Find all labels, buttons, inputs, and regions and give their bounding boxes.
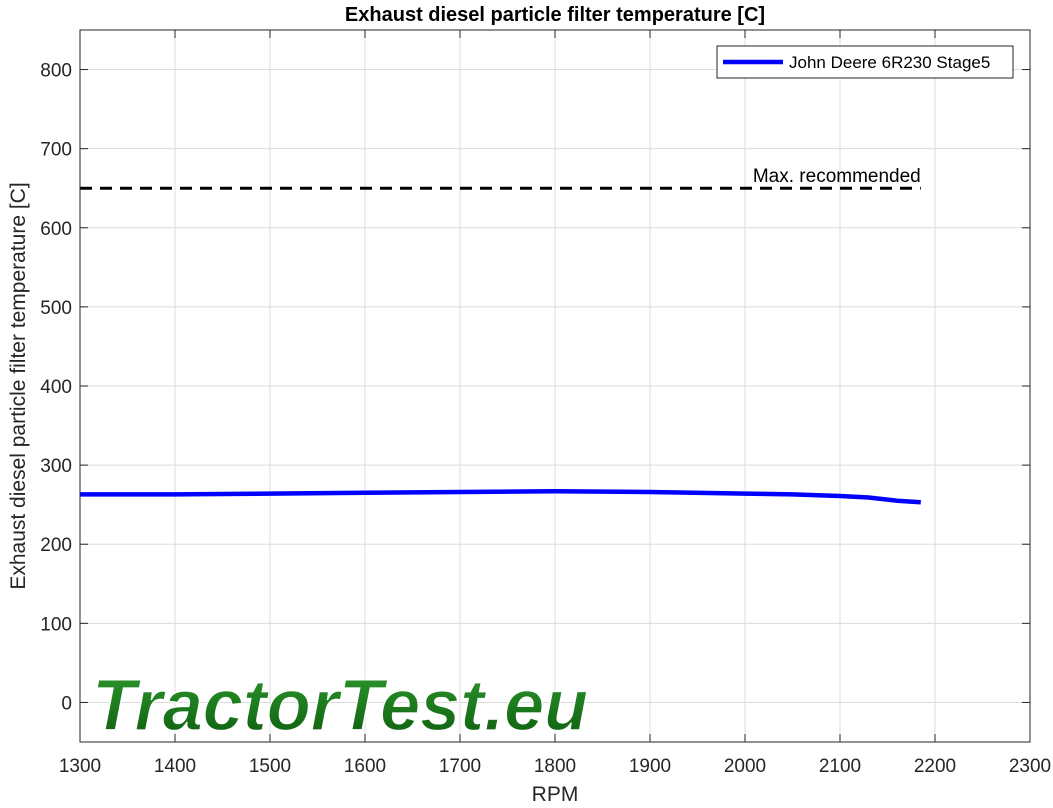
axis-ticks (79, 30, 1031, 742)
series-lines (80, 488, 921, 505)
x-tick-label: 2000 (724, 756, 766, 777)
x-tick-label: 2100 (819, 756, 861, 777)
x-tick-label: 1400 (154, 756, 196, 777)
y-tick-label: 800 (40, 61, 72, 82)
y-tick-label: 0 (61, 693, 72, 714)
y-tick-label: 100 (40, 614, 72, 635)
y-tick-label: 500 (40, 298, 72, 319)
y-tick-label: 600 (40, 219, 72, 240)
watermark: TractorTest.eu (91, 665, 588, 746)
x-tick-label: 1600 (344, 756, 386, 777)
legend: John Deere 6R230 Stage5 (716, 45, 1014, 79)
y-tick-label: 300 (40, 456, 72, 477)
y-axis-title: Exhaust diesel particle filter temperatu… (7, 182, 30, 589)
reference-line-label: Max. recommended (753, 166, 921, 187)
tick-labels: 1300 1400 1500 1600 1700 1800 1900 2000 2100 2200… (40, 61, 1051, 777)
reference-lines: Max. recommended (80, 166, 921, 190)
watermark-text: TractorTest.eu (92, 666, 588, 746)
x-tick-label: 2200 (914, 756, 956, 777)
x-tick-label: 1700 (439, 756, 481, 777)
chart-title: Exhaust diesel particle filter temperatu… (345, 4, 765, 26)
x-tick-label: 1800 (534, 756, 576, 777)
x-axis-title: RPM (532, 783, 579, 806)
legend-label: John Deere 6R230 Stage5 (789, 53, 990, 72)
x-tick-label: 2300 (1009, 756, 1051, 777)
x-tick-label: 1500 (249, 756, 291, 777)
series-line (80, 488, 921, 505)
y-tick-label: 700 (40, 140, 72, 161)
x-tick-label: 1300 (59, 756, 101, 777)
y-tick-label: 200 (40, 535, 72, 556)
y-tick-label: 400 (40, 377, 72, 398)
x-tick-label: 1900 (629, 756, 671, 777)
